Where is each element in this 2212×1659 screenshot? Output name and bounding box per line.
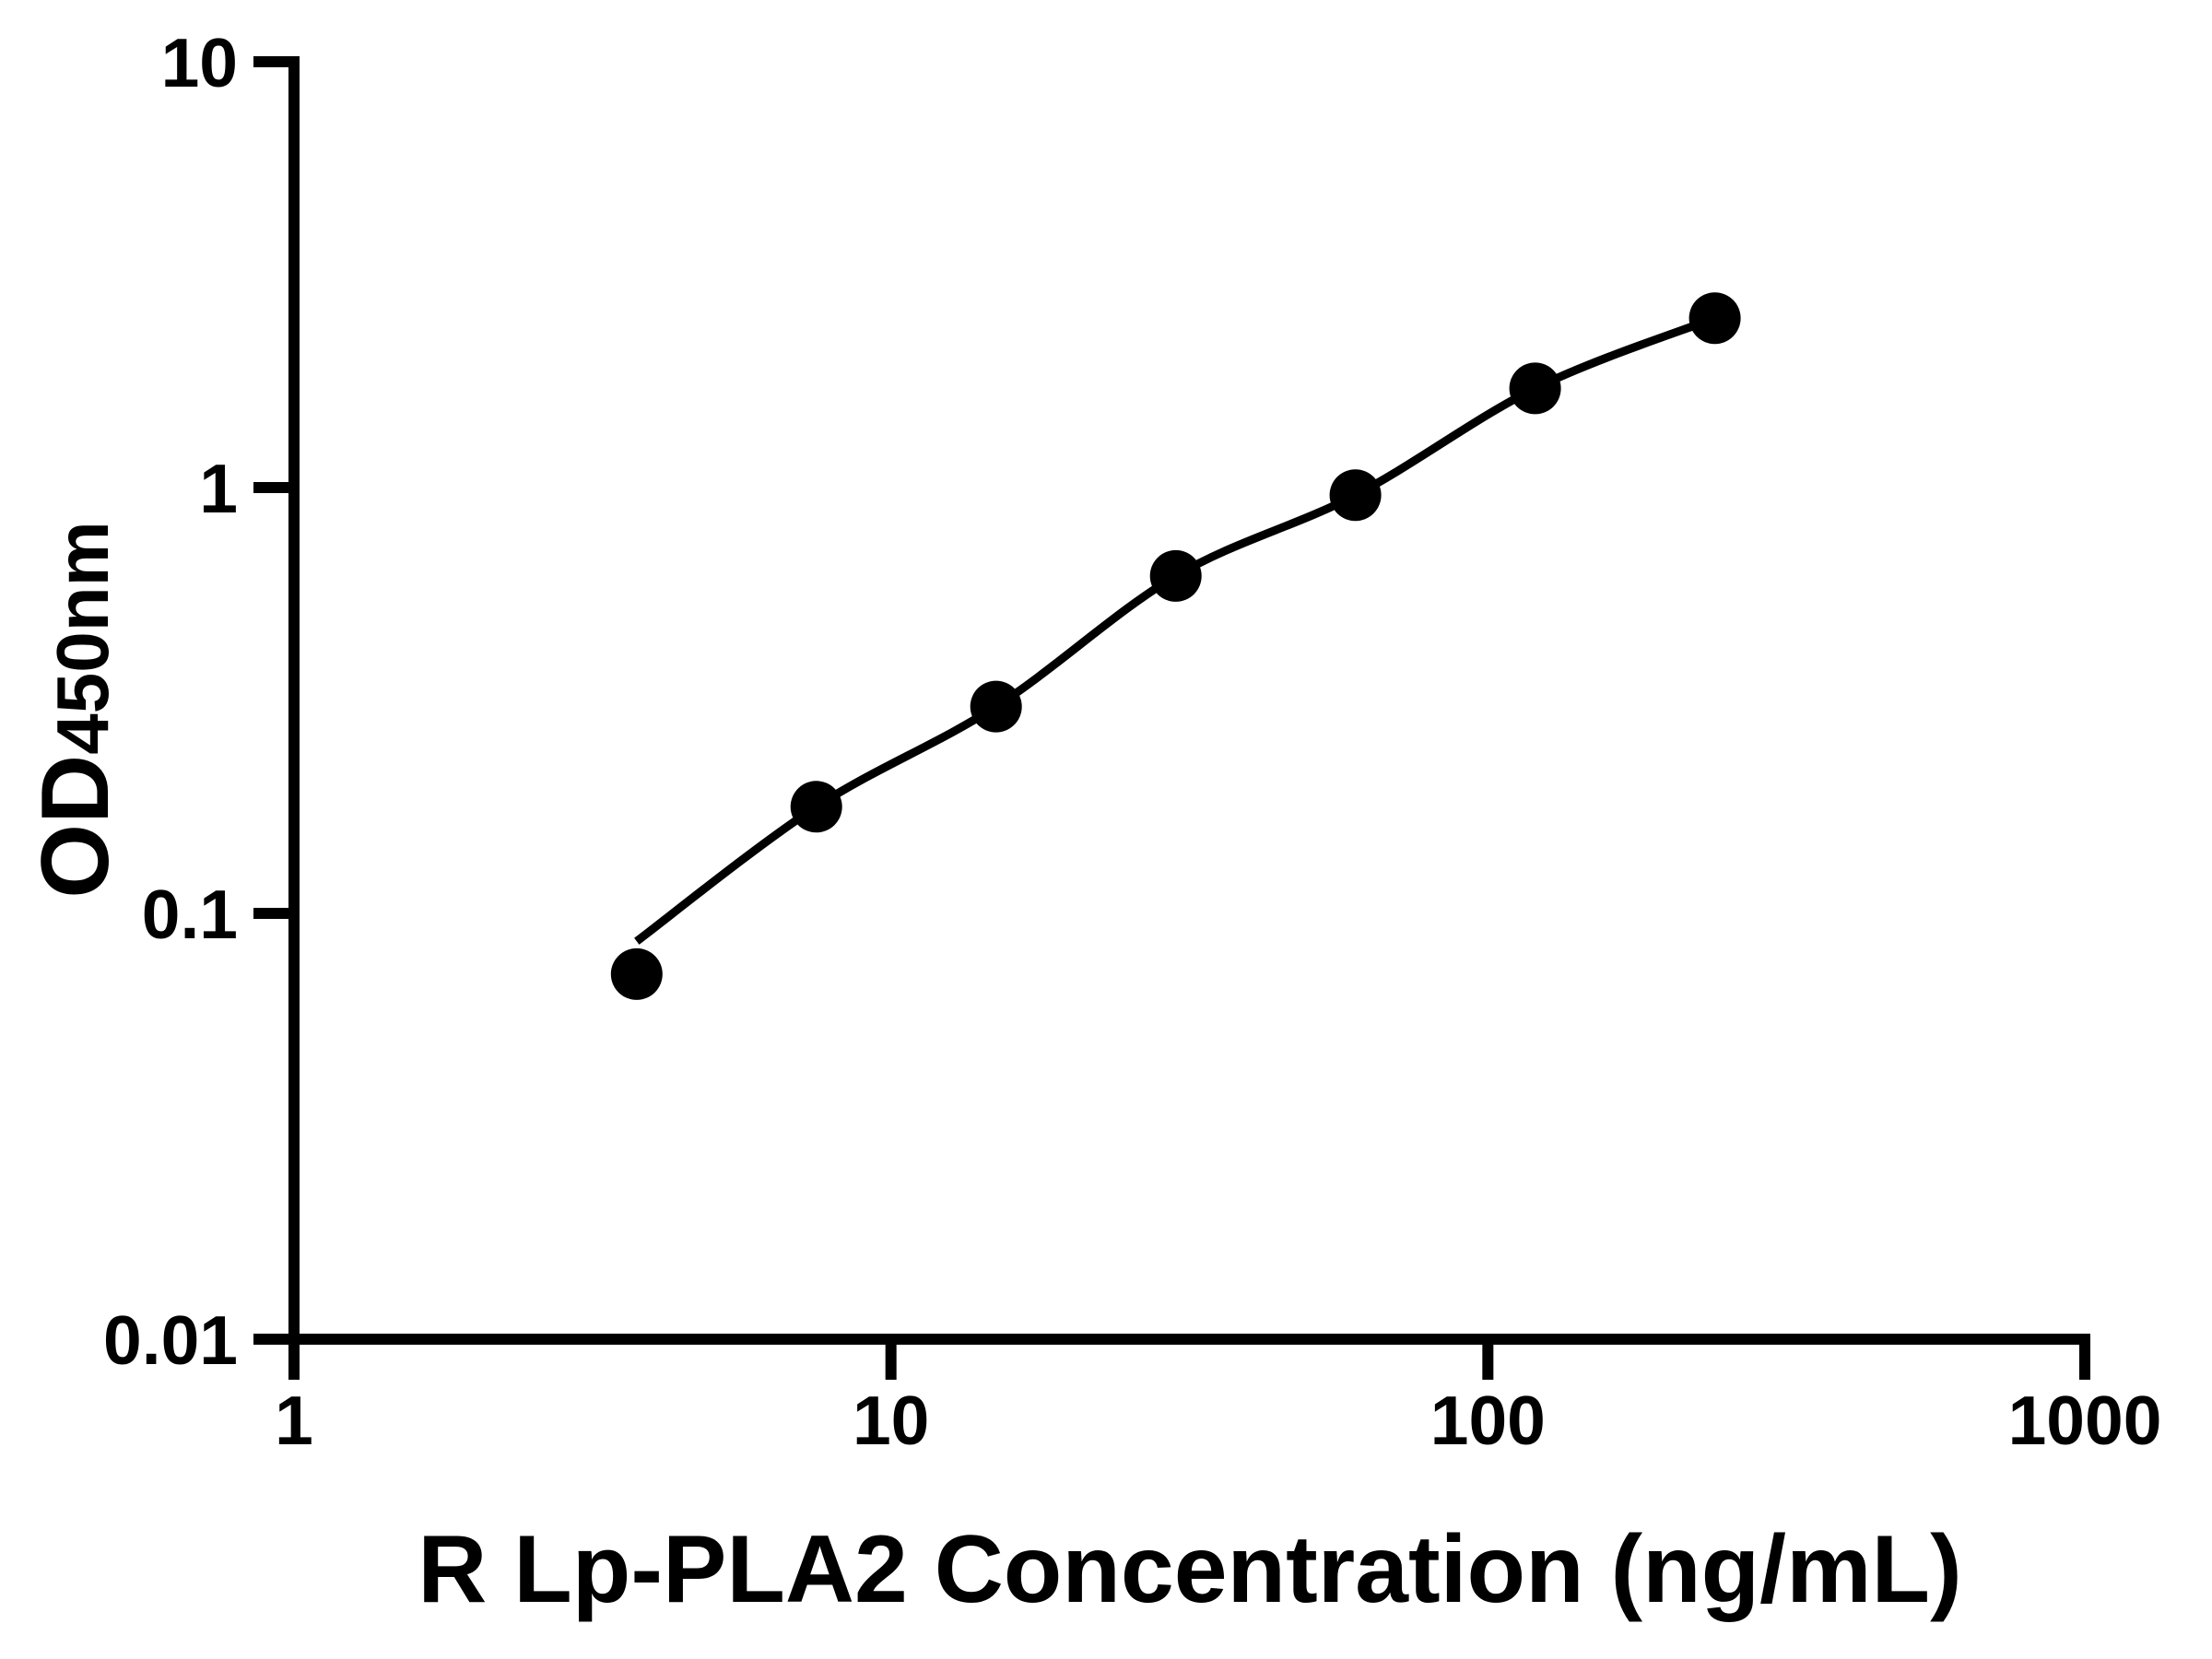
x-axis-tick-labels: 1 10 100 1000 <box>275 1382 2161 1459</box>
y-axis-tick-labels: 10 1 0.1 0.01 <box>103 24 238 1379</box>
y-axis-title-sub: 450nm <box>41 521 124 754</box>
y-tick-label: 0.1 <box>142 876 238 953</box>
y-axis-title-main: OD <box>22 755 129 899</box>
x-axis-ticks <box>288 1339 2090 1380</box>
x-axis-title: R Lp-PLA2 Concentration (ng/mL) <box>418 1516 1961 1623</box>
data-points <box>610 292 1741 1000</box>
data-point <box>1509 362 1561 415</box>
fit-curve-line <box>634 314 1717 945</box>
y-axis-title: OD450nm <box>22 521 129 898</box>
y-axis-ticks <box>253 56 288 1345</box>
data-point <box>1329 469 1382 522</box>
x-tick-label: 1 <box>275 1382 313 1459</box>
x-axis: 1 10 100 1000 R Lp-PLA2 Concentration (ng/m… <box>275 1334 2161 1623</box>
x-tick-label: 1000 <box>2008 1382 2162 1459</box>
data-point <box>1688 292 1741 345</box>
data-point <box>1149 549 1202 602</box>
y-axis: 10 1 0.1 0.01 OD450nm <box>22 24 300 1379</box>
x-tick-label: 10 <box>853 1382 929 1459</box>
data-point <box>970 680 1022 733</box>
y-tick-label: 10 <box>161 24 238 101</box>
y-tick-label: 1 <box>199 450 238 527</box>
x-tick-label: 100 <box>1430 1382 1546 1459</box>
y-tick-label: 0.01 <box>103 1301 238 1379</box>
data-point <box>790 781 842 833</box>
data-point <box>610 947 663 1000</box>
